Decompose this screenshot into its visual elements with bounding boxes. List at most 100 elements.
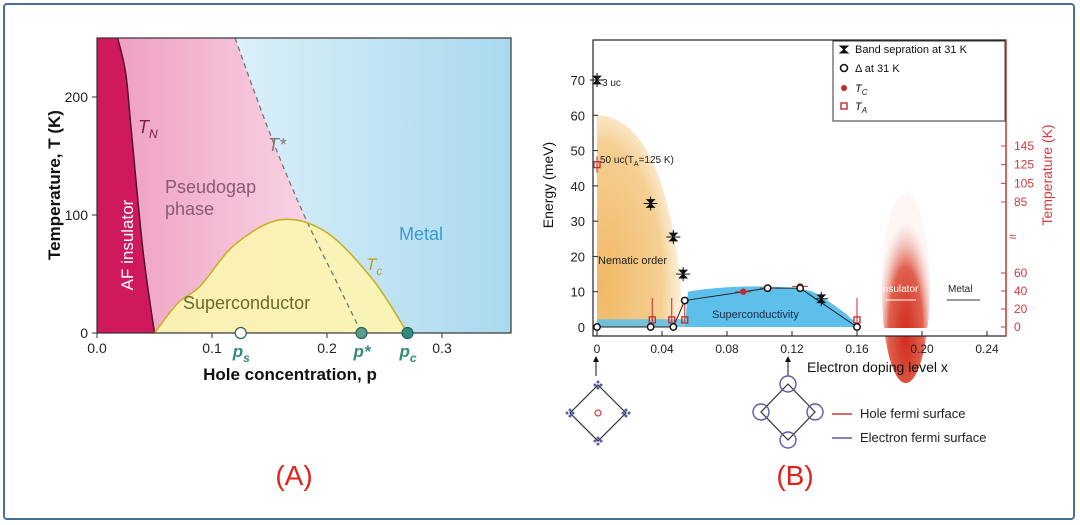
delta-marker bbox=[680, 296, 689, 305]
electron-pockets-icon bbox=[565, 380, 631, 446]
annotation-50uc: 50 uc(TA=125 K) bbox=[600, 155, 674, 168]
special-points: ps p* pc bbox=[232, 326, 417, 365]
fermi-surface-x0 bbox=[565, 380, 631, 446]
special-point-label: ps bbox=[232, 342, 250, 365]
y2-tick-label: 105 bbox=[1014, 176, 1034, 190]
y-axis-ticks-b: 0 10 20 30 40 50 60 70 bbox=[571, 73, 598, 335]
phase-regions-b bbox=[597, 115, 936, 384]
brillouin-zone-icon bbox=[569, 384, 627, 442]
delta-marker bbox=[646, 323, 655, 331]
superconductivity-region bbox=[684, 286, 861, 327]
y-tick-label: 10 bbox=[571, 285, 585, 300]
electron-pocket-icon bbox=[806, 403, 824, 421]
x-tick-label: 0.16 bbox=[845, 342, 869, 356]
x-tick-label: 0.2 bbox=[317, 340, 337, 356]
x-tick-label: 0.24 bbox=[975, 342, 999, 356]
legend-box bbox=[832, 40, 1006, 122]
y-axis-ticks: 0 100 200 bbox=[65, 89, 97, 341]
y2-tick-label: 125 bbox=[1014, 158, 1034, 172]
x-axis-label-b: Electron doping level x bbox=[807, 359, 948, 375]
ta-marker bbox=[681, 316, 689, 324]
phase-regions bbox=[97, 38, 511, 333]
sc-label-b: Superconductivity bbox=[712, 309, 799, 321]
y2-tick-label: 85 bbox=[1014, 195, 1028, 209]
doping-arrows bbox=[593, 356, 791, 376]
y2-tick-label: 145 bbox=[1014, 139, 1034, 153]
svg-text:TA: TA bbox=[855, 101, 867, 115]
x-tick-label: 0.20 bbox=[910, 342, 934, 356]
y2-tick-label: 0 bbox=[1014, 320, 1021, 334]
special-point-marker bbox=[355, 326, 368, 340]
svg-text:Δ at 31 K: Δ at 31 K bbox=[855, 63, 900, 75]
y-axis-label-b: Energy (meV) bbox=[540, 142, 556, 228]
y-tick-label: 60 bbox=[571, 108, 585, 123]
metal-label-b: Metal bbox=[948, 284, 972, 295]
legend-item-delta: Δ at 31 K bbox=[839, 63, 900, 75]
arrow-head-icon bbox=[785, 356, 791, 362]
insulator-mask bbox=[875, 328, 936, 336]
delta-marker bbox=[593, 323, 601, 331]
special-point-marker bbox=[401, 326, 414, 340]
x-tick-label: 0.1 bbox=[202, 340, 222, 356]
x-tick-label: 0 bbox=[594, 342, 601, 356]
y-tick-label: 70 bbox=[571, 73, 585, 88]
x-axis-ticks-b: 0 0.04 0.08 0.12 0.16 0.20 0.24 bbox=[594, 331, 999, 356]
brillouin-zone-icon bbox=[760, 383, 816, 441]
special-point-label: p* bbox=[353, 342, 372, 361]
nematic-label: Nematic order bbox=[598, 255, 667, 267]
region-af-label: AF insulator bbox=[118, 199, 137, 290]
band-marker bbox=[668, 232, 679, 242]
svg-text:TC: TC bbox=[855, 83, 868, 97]
electron-pocket-icon bbox=[752, 403, 770, 421]
y-axis-label: Temperature, T (K) bbox=[45, 110, 64, 260]
band-marker bbox=[816, 294, 827, 304]
band-marker bbox=[592, 75, 602, 85]
chart-a: 0.0 0.1 0.2 0.3 0 100 200 ps p* pc Temperature,… bbox=[45, 37, 512, 384]
insulator-label: Insulator bbox=[880, 284, 919, 295]
series-b bbox=[590, 73, 861, 331]
caption-a: (A) bbox=[275, 460, 313, 491]
electron-fermi-legend-label: Electron fermi surface bbox=[860, 430, 986, 445]
x-tick-label: 0.12 bbox=[780, 342, 804, 356]
tc-marker bbox=[740, 288, 747, 295]
legend-item-tc: TC bbox=[841, 83, 868, 97]
region-metal-label: Metal bbox=[399, 224, 443, 244]
tstar-curve bbox=[234, 37, 363, 334]
y-tick-label: 200 bbox=[65, 89, 89, 105]
special-point-marker bbox=[234, 326, 247, 340]
axis-break-mark: ≈ bbox=[1009, 229, 1016, 244]
y-tick-label: 40 bbox=[571, 179, 585, 194]
legend-b: Band sepration at 31 K Δ at 31 K TC TA bbox=[832, 40, 1006, 122]
y2-tick-label: 40 bbox=[1014, 284, 1028, 298]
y-tick-label: 0 bbox=[578, 320, 585, 335]
y-tick-label: 50 bbox=[571, 144, 585, 159]
open-circle-marker-icon bbox=[839, 63, 849, 73]
tstar-label: T* bbox=[268, 135, 287, 155]
x-tick-label: 0.04 bbox=[650, 342, 674, 356]
region-sc-label: Superconductor bbox=[183, 293, 310, 313]
delta-marker bbox=[669, 323, 678, 331]
x-axis-label: Hole concentration, p bbox=[203, 365, 377, 384]
legend-item-band: Band sepration at 31 K bbox=[838, 44, 968, 56]
caption-b: (B) bbox=[776, 460, 814, 491]
tc-label: Tc bbox=[366, 255, 382, 278]
nematic-region bbox=[597, 115, 688, 328]
y-tick-label: 0 bbox=[80, 325, 88, 341]
x-axis-ticks: 0.0 0.1 0.2 0.3 bbox=[87, 333, 452, 356]
y2-tick-label: 20 bbox=[1014, 302, 1028, 316]
special-point-label: pc bbox=[399, 342, 417, 365]
af-insulator-region bbox=[97, 38, 155, 333]
x-tick-label: 0.0 bbox=[87, 340, 107, 356]
y-tick-label: 100 bbox=[65, 207, 89, 223]
ta-marker bbox=[593, 161, 601, 169]
phase-curves bbox=[117, 37, 409, 334]
svg-text:Band sepration at 31 K: Band sepration at 31 K bbox=[855, 44, 968, 56]
fermi-legend: Hole fermi surface Electron fermi surfac… bbox=[832, 406, 986, 445]
red-square-marker-icon bbox=[840, 102, 848, 110]
tn-label: TN bbox=[138, 117, 158, 141]
delta-marker bbox=[763, 284, 772, 293]
ta-marker bbox=[853, 316, 861, 324]
region-pseudogap-label-2: phase bbox=[165, 199, 214, 219]
y-tick-label: 30 bbox=[571, 214, 585, 229]
hole-fermi-legend-label: Hole fermi surface bbox=[860, 406, 965, 421]
